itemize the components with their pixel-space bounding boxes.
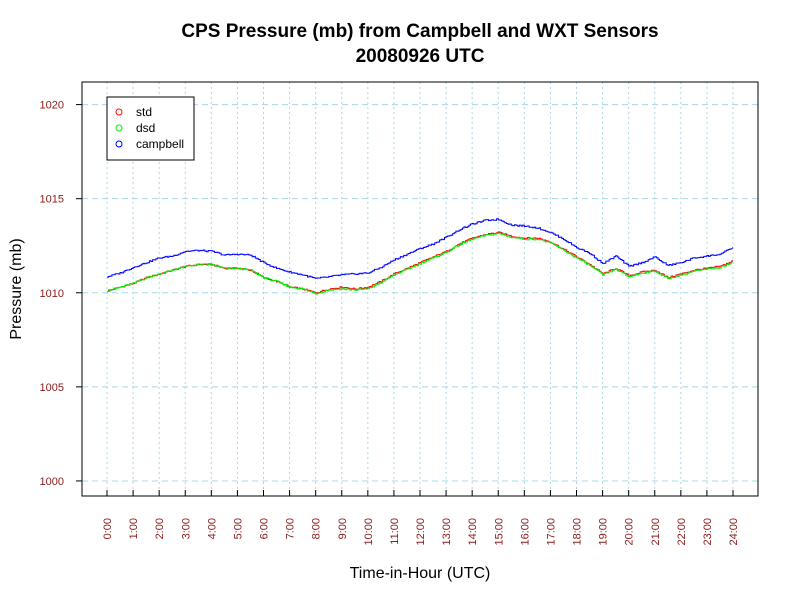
x-tick-label: 8:00 [311,518,323,539]
x-tick-label: 6:00 [259,518,271,539]
y-axis-label: Pressure (mb) [8,238,25,339]
y-tick-label: 1000 [40,476,64,488]
x-tick-label: 22:00 [676,518,688,546]
x-tick-label: 12:00 [415,518,427,546]
legend: std dsd campbell [106,96,195,161]
legend-marker-std [115,108,123,116]
series-line-campbell [107,218,734,279]
legend-marker-dsd [115,124,123,132]
x-tick-label: 18:00 [572,518,584,546]
x-tick-label: 19:00 [598,518,610,546]
x-tick-label: 13:00 [441,518,453,546]
x-tick-label: 14:00 [467,518,479,546]
x-tick-label: 16:00 [519,518,531,546]
chart-subtitle: 20080926 UTC [356,46,485,67]
legend-label-std: std [136,105,152,119]
legend-label-campbell: campbell [136,137,184,151]
x-axis: 0:00 1:00 2:00 3:00 4:00 5:00 6:00 7:00 8:00 9:00… [102,490,740,546]
y-tick-label: 1010 [40,288,64,300]
x-tick-label: 10:00 [363,518,375,546]
x-tick-label: 17:00 [545,518,557,546]
x-tick-label: 0:00 [102,518,114,539]
x-tick-label: 3:00 [180,518,192,539]
chart-title: CPS Pressure (mb) from Campbell and WXT … [181,21,658,42]
legend-marker-campbell [115,140,123,148]
y-tick-label: 1005 [40,382,64,394]
x-tick-label: 20:00 [624,518,636,546]
y-tick-label: 1015 [40,194,64,206]
x-tick-label: 5:00 [232,518,244,539]
x-tick-label: 2:00 [154,518,166,539]
y-tick-label: 1020 [40,100,64,112]
x-axis-label: Time-in-Hour (UTC) [350,565,491,582]
x-tick-label: 24:00 [728,518,740,546]
x-tick-label: 4:00 [206,518,218,539]
x-tick-label: 7:00 [285,518,297,539]
series-lines [107,218,734,295]
x-tick-label: 15:00 [493,518,505,546]
y-axis: 1000 1005 1010 1015 1020 [40,100,82,488]
x-tick-label: 21:00 [650,518,662,546]
x-tick-label: 23:00 [702,518,714,546]
x-tick-label: 9:00 [337,518,349,539]
legend-label-dsd: dsd [136,121,155,135]
x-tick-label: 1:00 [128,518,140,539]
series-line-dsd [107,232,734,295]
x-tick-label: 11:00 [389,518,401,545]
